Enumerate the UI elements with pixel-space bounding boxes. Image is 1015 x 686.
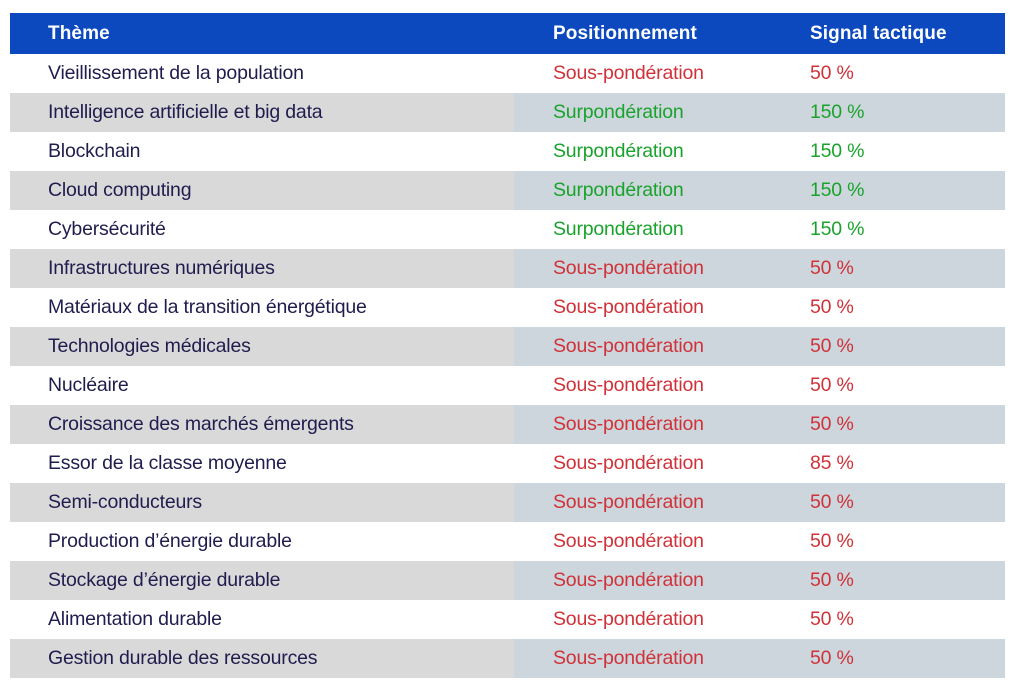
theme-cell: Cloud computing xyxy=(10,171,514,210)
signal-cell: 85 % xyxy=(810,452,854,474)
signal-cell: 50 % xyxy=(800,639,1005,678)
signal-cell: 50 % xyxy=(800,405,1005,444)
signal-cell: 50 % xyxy=(800,561,1005,600)
signal-cell: 50 % xyxy=(810,608,854,630)
theme-cell: Cybersécurité xyxy=(48,218,166,240)
signal-cell: 150 % xyxy=(800,171,1005,210)
signal-cell: 50 % xyxy=(800,249,1005,288)
signal-cell: 50 % xyxy=(810,374,854,396)
positioning-cell: Sous-pondération xyxy=(553,530,704,552)
theme-cell: Production d’énergie durable xyxy=(48,530,292,552)
table-row: Matériaux de la transition énergétique S… xyxy=(10,288,1005,327)
theme-cell: Croissance des marchés émergents xyxy=(10,405,514,444)
theme-cell: Stockage d’énergie durable xyxy=(10,561,514,600)
signal-cell: 50 % xyxy=(810,296,854,318)
signal-cell: 150 % xyxy=(800,93,1005,132)
signal-cell: 50 % xyxy=(810,530,854,552)
column-header-positionnement: Positionnement xyxy=(553,22,697,44)
positioning-cell: Sous-pondération xyxy=(553,608,704,630)
theme-cell: Essor de la classe moyenne xyxy=(48,452,287,474)
theme-cell: Infrastructures numériques xyxy=(10,249,514,288)
theme-cell: Technologies médicales xyxy=(10,327,514,366)
table-header-row: Thème Positionnement Signal tactique xyxy=(10,13,1005,54)
signal-cell: 50 % xyxy=(810,62,854,84)
table-row: Semi-conducteurs Sous-pondération 50 % xyxy=(10,483,1005,522)
table-row: Vieillissement de la population Sous-pon… xyxy=(10,54,1005,93)
thematic-positioning-table: Thème Positionnement Signal tactique Vie… xyxy=(10,13,1005,678)
theme-cell: Semi-conducteurs xyxy=(10,483,514,522)
positioning-cell: Sous-pondération xyxy=(514,249,800,288)
table-row: Blockchain Surpondération 150 % xyxy=(10,132,1005,171)
theme-cell: Gestion durable des ressources xyxy=(10,639,514,678)
positioning-cell: Sous-pondération xyxy=(553,374,704,396)
positioning-cell: Sous-pondération xyxy=(514,405,800,444)
table-row: Intelligence artificielle et big data Su… xyxy=(10,93,1005,132)
positioning-cell: Sous-pondération xyxy=(514,483,800,522)
positioning-cell: Surpondération xyxy=(514,93,800,132)
theme-cell: Vieillissement de la population xyxy=(48,62,304,84)
table-row: Essor de la classe moyenne Sous-pondérat… xyxy=(10,444,1005,483)
theme-cell: Blockchain xyxy=(48,140,141,162)
signal-cell: 50 % xyxy=(800,327,1005,366)
positioning-cell: Sous-pondération xyxy=(553,296,704,318)
table-row: Croissance des marchés émergents Sous-po… xyxy=(10,405,1005,444)
table-row: Gestion durable des ressources Sous-pond… xyxy=(10,639,1005,678)
positioning-cell: Sous-pondération xyxy=(553,452,704,474)
positioning-cell: Sous-pondération xyxy=(514,639,800,678)
signal-cell: 150 % xyxy=(810,140,865,162)
table-row: Infrastructures numériques Sous-pondérat… xyxy=(10,249,1005,288)
positioning-cell: Surpondération xyxy=(553,140,684,162)
positioning-cell: Surpondération xyxy=(553,218,684,240)
positioning-cell: Sous-pondération xyxy=(553,62,704,84)
table-row: Cybersécurité Surpondération 150 % xyxy=(10,210,1005,249)
signal-cell: 50 % xyxy=(800,483,1005,522)
column-header-signal-tactique: Signal tactique xyxy=(810,22,947,44)
table-row: Cloud computing Surpondération 150 % xyxy=(10,171,1005,210)
signal-cell: 150 % xyxy=(810,218,865,240)
column-header-theme: Thème xyxy=(48,22,110,44)
positioning-cell: Sous-pondération xyxy=(514,561,800,600)
table-body: Vieillissement de la population Sous-pon… xyxy=(10,54,1005,678)
table-row: Nucléaire Sous-pondération 50 % xyxy=(10,366,1005,405)
theme-cell: Matériaux de la transition énergétique xyxy=(48,296,367,318)
table-row: Stockage d’énergie durable Sous-pondérat… xyxy=(10,561,1005,600)
table-row: Alimentation durable Sous-pondération 50… xyxy=(10,600,1005,639)
positioning-cell: Sous-pondération xyxy=(514,327,800,366)
theme-cell: Alimentation durable xyxy=(48,608,222,630)
theme-cell: Intelligence artificielle et big data xyxy=(10,93,514,132)
table-row: Production d’énergie durable Sous-pondér… xyxy=(10,522,1005,561)
theme-cell: Nucléaire xyxy=(48,374,129,396)
positioning-cell: Surpondération xyxy=(514,171,800,210)
table-row: Technologies médicales Sous-pondération … xyxy=(10,327,1005,366)
